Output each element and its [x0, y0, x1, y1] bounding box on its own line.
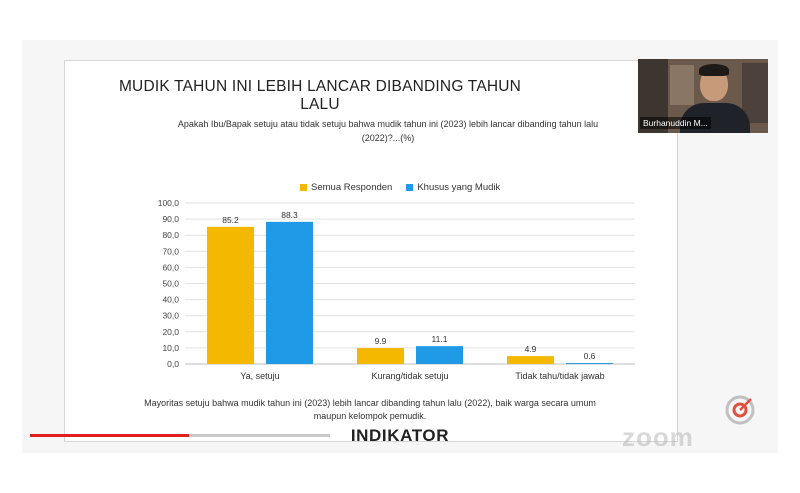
- data-label: 4.9: [525, 344, 537, 354]
- participant-hair: [699, 64, 729, 76]
- bar: [266, 221, 313, 364]
- data-label: 0.6: [584, 351, 596, 361]
- survey-question: Apakah Ibu/Bapak setuju atau tidak setuj…: [177, 119, 599, 143]
- bar: [416, 346, 463, 364]
- data-label: 88.3: [281, 210, 298, 220]
- y-tick-label: 30,0: [162, 311, 179, 321]
- brand-logo: INDIKATOR: [350, 426, 450, 445]
- video-background-door: [742, 63, 768, 123]
- x-category-label: Tidak tahu/tidak jawab: [515, 371, 604, 381]
- chart-legend: Semua Responden Khusus yang Mudik: [300, 180, 500, 194]
- y-tick-label: 90,0: [162, 214, 179, 224]
- x-category-label: Kurang/tidak setuju: [371, 371, 448, 381]
- bar: [357, 348, 404, 364]
- y-tick-label: 0,0: [167, 359, 179, 369]
- y-tick-label: 60,0: [162, 262, 179, 272]
- data-label: 85.2: [222, 215, 239, 225]
- y-tick-label: 10,0: [162, 343, 179, 353]
- data-label: 11.1: [432, 334, 448, 344]
- slide-title: MUDIK TAHUN INI LEBIH LANCAR DIBANDING T…: [118, 78, 522, 113]
- y-tick-label: 70,0: [162, 246, 179, 256]
- zoom-watermark: zoom: [622, 422, 694, 452]
- legend-swatch-series-1: [300, 183, 307, 191]
- bar: [207, 226, 254, 364]
- target-icon: [725, 395, 755, 425]
- participant-name-label: Burhanuddin M...: [640, 117, 711, 129]
- bar: [507, 356, 554, 364]
- participant-video-tile[interactable]: Burhanuddin M...: [638, 59, 768, 133]
- video-progress-fill: [30, 434, 189, 437]
- y-tick-label: 40,0: [162, 295, 179, 305]
- legend-label-series-1: Semua Responden: [311, 181, 393, 193]
- legend-label-series-2: Khusus yang Mudik: [417, 181, 501, 193]
- chart-footnote: Mayoritas setuju bahwa mudik tahun ini (…: [144, 398, 596, 421]
- video-progress-bar[interactable]: [30, 434, 330, 437]
- video-background-frame: [670, 65, 694, 105]
- bar: [566, 363, 613, 364]
- legend-item-series-1: Semua Responden: [300, 182, 392, 193]
- legend-swatch-series-2: [406, 183, 414, 191]
- legend-item-series-2: Khusus yang Mudik: [406, 182, 500, 193]
- y-tick-label: 80,0: [162, 230, 179, 240]
- data-label: 9.9: [375, 336, 387, 346]
- y-tick-label: 50,0: [162, 279, 179, 289]
- x-category-label: Ya, setuju: [240, 371, 279, 381]
- y-tick-label: 20,0: [162, 327, 179, 337]
- y-tick-label: 100,0: [158, 198, 180, 208]
